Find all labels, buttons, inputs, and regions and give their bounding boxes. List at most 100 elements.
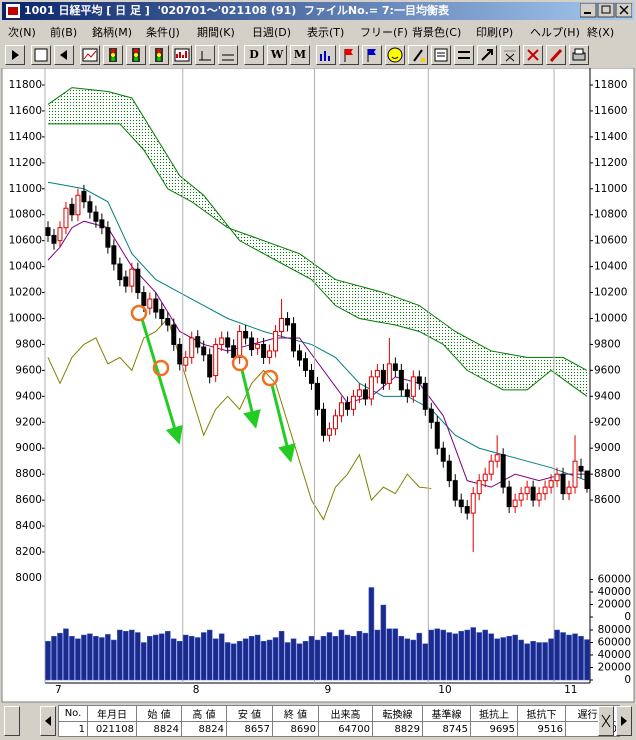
toolbar-button[interactable] [149,45,169,65]
toolbar-button[interactable] [477,45,497,65]
volume-bar [548,638,554,681]
window-buttons[interactable] [580,3,632,19]
volume-tick-label: 60000 [598,574,631,586]
icon-shape [111,49,115,53]
menu-item[interactable]: 条件(J) [146,26,180,39]
toolbar-button[interactable] [500,45,520,65]
y-tick-label: 8600 [15,494,42,506]
toolbar-button[interactable] [339,45,359,65]
y2-tick-label: 11200 [594,157,627,169]
toolbar-button[interactable] [362,45,382,65]
toolbar-button[interactable] [454,45,474,65]
candle-body [261,343,267,358]
toolbar-icon [413,49,425,62]
toolbar-button[interactable] [385,45,405,65]
menu-item[interactable]: フリー(F) [360,26,408,39]
volume-bar [320,636,327,681]
toolbar-button[interactable] [569,45,589,65]
toolbar-button[interactable] [103,45,123,65]
data-table: No. 年月日始 値高 値安 値終 値出来高 転換線 基準線 抵抗上 抵抗下 遅行線 1 021… [58,705,620,737]
volume-bar [530,641,536,681]
menu-item[interactable]: 次(N) [8,26,36,39]
volume-tick-label: 80000 [598,624,631,636]
volume-bar [129,629,135,681]
volume-bar [57,632,63,681]
icon-shape [320,51,330,61]
volume-bar [45,641,51,681]
volume-bar [392,628,399,681]
volume-tick-label: 40000 [598,586,631,598]
menu-item[interactable]: 前(B) [50,26,78,39]
menu-item[interactable]: 表示(T) [307,26,345,39]
menu-item[interactable]: 背景色(C) [412,26,462,39]
toolbar-button[interactable] [218,45,238,65]
y-tick-label: 9200 [15,416,42,428]
scroll-right[interactable] [616,706,632,736]
candle-body [566,486,572,495]
candle-body [273,330,279,352]
toolbar-button[interactable] [80,45,100,65]
toolbar-button[interactable] [31,45,51,65]
volume-tick-label: 40000 [598,649,631,661]
toolbar-icon [222,54,234,61]
toolbar-button[interactable] [54,45,74,65]
toolbar-button[interactable] [408,45,428,65]
header-cell: 安 値 [226,705,273,722]
span-a-line [47,87,588,397]
candle-body [488,460,494,475]
y-tick-label: 11600 [9,105,42,117]
toolbar-button[interactable] [523,45,543,65]
toolbar-button[interactable] [5,45,25,65]
toolbar-button[interactable] [431,45,451,65]
volume-bar [135,632,141,681]
volume-bar [578,636,584,681]
y-tick-label: 10600 [9,235,42,247]
scroll-button[interactable] [4,706,20,736]
candle-body [332,415,338,430]
toolbar-button[interactable]: M [290,45,310,65]
toolbar-button[interactable]: W [267,45,287,65]
volume-bar [230,643,237,681]
icon-shape [199,51,211,61]
data-cell: 8657 [226,721,273,737]
y-tick-label: 8800 [15,468,42,480]
scroll-button[interactable] [598,706,614,736]
volume-tick-label: 60000 [598,637,631,649]
toolbar-button[interactable] [316,45,336,65]
icon-shape [134,49,138,53]
header-cell: 抵抗下 [517,705,566,722]
header-cell: 転換線 [372,705,423,722]
y2-tick-label: 11600 [594,105,627,117]
toolbar-button[interactable] [546,45,566,65]
icon-shape [481,49,493,61]
menu-item[interactable]: 印刷(P) [476,26,514,39]
toolbar-icon [549,48,563,63]
toolbar-button[interactable] [172,45,192,65]
toolbar-button[interactable] [126,45,146,65]
menu-item[interactable]: ヘルプ(H) [530,26,580,39]
candle-body [560,473,566,495]
toolbar-button[interactable]: D [244,45,264,65]
toolbar-icon [174,48,190,62]
menu-item[interactable]: 日週(D) [252,26,292,39]
icon-shape [157,57,161,61]
y-tick-label: 10400 [9,261,42,273]
candle-body [470,493,476,514]
volume-bar [398,636,405,681]
candle-body [171,324,177,345]
candle-body [524,486,530,495]
candle-body [518,493,524,501]
volume-bar [464,629,470,681]
candle-body [440,447,446,462]
scroll-left[interactable] [40,706,56,736]
toolbar-button[interactable] [195,45,215,65]
candle-body [422,382,428,410]
menu-item[interactable]: 終(X) [587,26,615,39]
arrow [140,318,184,445]
candle-body [129,268,135,287]
menu-item[interactable]: 銘柄(M) [92,26,133,39]
y2-tick-label: 11800 [594,79,627,91]
menu-item[interactable]: 期間(K) [197,26,235,39]
x-tick-label: 9 [325,684,332,696]
